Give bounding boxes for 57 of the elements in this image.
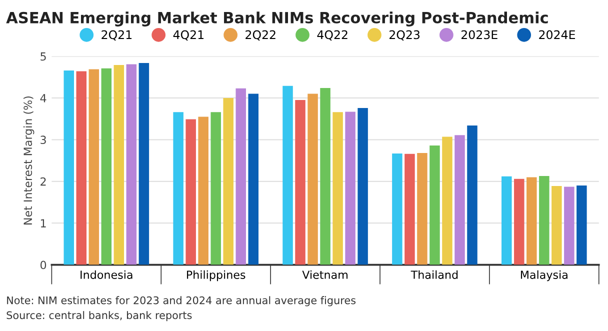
y-tick-label: 4 [40, 94, 46, 102]
legend-label: 4Q21 [173, 30, 204, 41]
chart-title: ASEAN Emerging Market Bank NIMs Recovering Post-Pandemic [6, 12, 548, 26]
bar [173, 112, 184, 265]
bar [248, 94, 258, 265]
bar [576, 186, 587, 265]
bar [236, 88, 246, 265]
y-tick-label: 1 [40, 219, 46, 228]
bar [210, 112, 221, 265]
bar [114, 65, 124, 265]
legend-label: 4Q22 [317, 30, 348, 41]
x-tick-label: Thailand [410, 270, 458, 279]
bar [186, 119, 196, 265]
x-tick-label: Vietnam [302, 270, 348, 279]
bar [345, 112, 356, 265]
legend-label: 2Q22 [246, 30, 276, 41]
x-tick-label: Malaysia [520, 270, 568, 282]
bar [539, 176, 550, 265]
bar [417, 153, 428, 265]
x-tick-label: Indonesia [80, 270, 132, 279]
bar [454, 135, 465, 265]
legend-label: 2023E [461, 30, 498, 40]
y-tick-label: 0 [40, 260, 46, 270]
bar [88, 69, 100, 265]
source-note: Source: central banks, bank reports [6, 311, 192, 322]
bar [564, 186, 574, 265]
legend-label: 2024E [539, 30, 575, 40]
y-tick-label: 2 [40, 177, 46, 186]
bar [282, 86, 293, 265]
bar [526, 177, 537, 265]
bar [198, 116, 208, 265]
legend-label: 2Q23 [390, 30, 420, 41]
y-tick-label: 5 [40, 52, 46, 61]
bar [467, 126, 478, 265]
y-axis-title: Net Interest Margin (%) [23, 96, 34, 224]
text: Note: NIM estimates for 2023 and 2024 are annual average figures [7, 296, 356, 306]
bar [126, 64, 137, 265]
bar [308, 94, 318, 265]
bar [430, 146, 440, 265]
bar [101, 68, 112, 265]
bar [358, 108, 368, 265]
y-tick-label: 3 [40, 136, 46, 144]
bar [332, 112, 343, 265]
x-tick-label: Philippines [187, 270, 246, 282]
bar [502, 176, 512, 265]
bar [64, 70, 74, 265]
bar [295, 100, 306, 265]
bar [320, 88, 330, 265]
bar [138, 62, 150, 265]
bar [442, 136, 452, 265]
bar [223, 98, 234, 265]
bar [404, 154, 415, 265]
legend-label: 2Q21 [102, 30, 132, 41]
bar [76, 71, 87, 265]
bar [552, 186, 562, 265]
bar [514, 178, 524, 265]
bar [392, 153, 402, 265]
